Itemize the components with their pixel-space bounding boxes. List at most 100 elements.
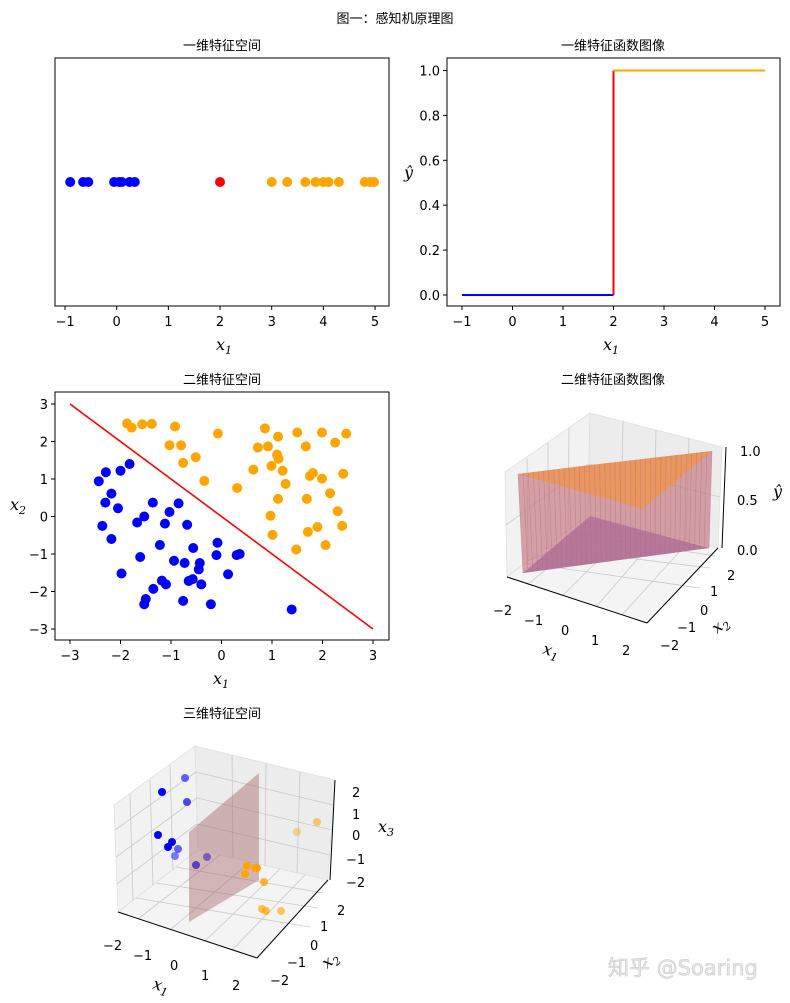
svg-text:0: 0: [700, 604, 708, 619]
data-point: [266, 177, 277, 187]
data-point: [312, 522, 323, 532]
stripe: [674, 455, 677, 553]
data-point: [190, 452, 201, 463]
tick-label: 5: [761, 315, 769, 330]
svg-text:0.5: 0.5: [737, 494, 758, 509]
data-point: [316, 473, 327, 484]
data-point: [248, 464, 259, 475]
data-point: [241, 870, 249, 878]
plot4-xlabel: x1: [540, 639, 561, 664]
data-point: [253, 864, 261, 872]
data-point: [273, 493, 284, 504]
stripe: [589, 465, 592, 564]
stripe: [568, 467, 573, 567]
svg-text:0.0: 0.0: [737, 544, 758, 559]
decision-boundary-line: [69, 403, 374, 630]
data-point: [282, 177, 293, 187]
data-point: [313, 818, 321, 826]
stripe: [664, 456, 667, 554]
data-point: [273, 453, 284, 464]
stripe: [679, 454, 682, 552]
svg-text:0: 0: [352, 829, 360, 844]
svg-text:1: 1: [710, 585, 718, 600]
data-point: [148, 583, 159, 594]
data-point: [192, 861, 200, 869]
stripe: [604, 463, 607, 562]
data-point: [160, 579, 171, 590]
data-point: [320, 540, 331, 550]
data-point: [179, 558, 190, 568]
tick-label: −1: [161, 649, 180, 664]
data-point: [164, 507, 175, 517]
data-point: [300, 441, 311, 452]
stripe: [614, 462, 617, 561]
plot4-zlabel: ŷ: [772, 482, 783, 501]
data-point: [262, 907, 270, 915]
data-point: [116, 568, 127, 579]
tick-label: 0.6: [419, 154, 440, 169]
tick-label: −2: [111, 649, 130, 664]
plot2-ylabel: ŷ: [403, 163, 414, 182]
plot3-title: 二维特征空间: [183, 373, 261, 388]
data-point: [338, 468, 349, 479]
plot4-wall-stripes: [517, 450, 713, 574]
tick-label: 3: [369, 649, 377, 664]
svg-text:0: 0: [561, 624, 569, 639]
plot2-lines: [462, 69, 765, 296]
data-point: [176, 440, 187, 451]
plot-2d-function-3d: 二维特征函数图像 −2 −1 0 1 2 −2 −1: [493, 373, 783, 664]
plot5-ylabel: x2: [317, 947, 343, 974]
svg-text:−2: −2: [493, 604, 512, 619]
data-point: [126, 422, 137, 433]
tick-label: 2: [40, 436, 48, 451]
plot3-xticks: −3 −2 −1 0 1 2 3: [60, 640, 377, 664]
stripe: [584, 466, 587, 565]
plot5-points-front: [241, 818, 321, 915]
data-point: [124, 459, 135, 469]
watermark: 知乎 @Soaring: [608, 956, 758, 980]
data-point: [369, 177, 380, 187]
tick-label: −2: [29, 586, 48, 601]
data-point: [310, 177, 321, 187]
plot3-ylabel: x2: [10, 495, 26, 517]
svg-text:−1: −1: [524, 614, 543, 629]
plot5-y-axis: [256, 879, 329, 959]
plot5-ticks: −2 −1 0 1 2 −2 −1 0 1 2 −2 −1 0 1 2: [103, 786, 365, 994]
tick-label: 0: [113, 315, 121, 330]
stripe: [609, 463, 612, 562]
stripe: [619, 461, 622, 560]
stripe: [689, 453, 692, 551]
tick-label: 2: [216, 315, 224, 330]
plot4-z-axis: [721, 446, 727, 549]
plot5-x-axis: [117, 911, 258, 959]
data-point: [332, 506, 343, 517]
stripe: [548, 470, 553, 570]
data-point: [137, 419, 148, 430]
data-point: [232, 483, 243, 493]
stripe: [563, 468, 568, 568]
data-point: [116, 177, 127, 187]
data-point: [139, 599, 150, 610]
stripe: [659, 457, 662, 555]
stripe: [684, 454, 687, 552]
stripe: [698, 452, 703, 550]
data-point: [212, 428, 223, 439]
tick-label: 1: [164, 315, 172, 330]
data-point: [181, 774, 189, 782]
data-point: [205, 599, 216, 610]
data-point: [333, 177, 344, 187]
plot5-points-behind: [154, 774, 211, 869]
data-point: [291, 544, 302, 555]
svg-text:−1: −1: [287, 956, 306, 971]
svg-text:1: 1: [320, 920, 328, 935]
data-point: [154, 831, 162, 839]
data-point: [112, 503, 123, 514]
data-point: [199, 475, 210, 486]
svg-text:−2: −2: [346, 876, 365, 891]
data-point: [293, 828, 301, 836]
tick-label: 0.4: [419, 199, 440, 214]
stripe: [538, 471, 543, 571]
data-point: [183, 576, 194, 586]
stripe: [703, 451, 708, 549]
data-point: [169, 555, 180, 566]
